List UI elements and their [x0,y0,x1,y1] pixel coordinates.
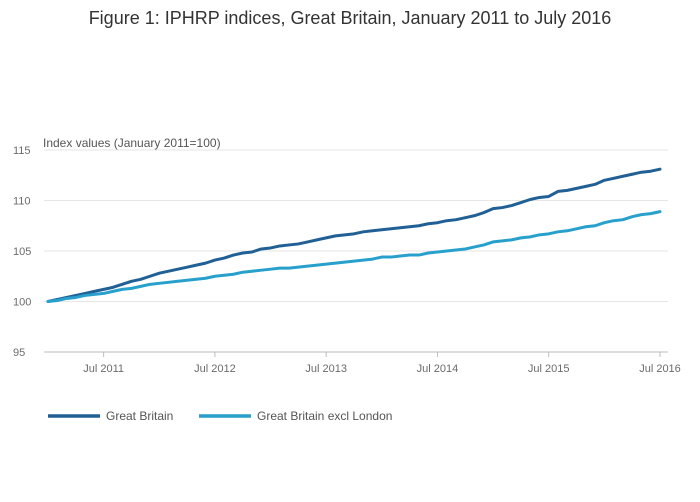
gridlines [44,149,668,353]
x-tick-label: Jul 2014 [417,363,459,375]
y-tick-label: 110 [13,196,31,208]
legend-label: Great Britain [106,409,173,423]
series-line-1 [46,167,662,303]
y-tick-label: 115 [13,145,31,157]
x-tick-label: Jul 2012 [194,363,236,375]
x-tick-label: Jul 2013 [305,363,347,375]
y-axis-label: Index values (January 2011=100) [43,136,221,150]
y-tick-label: 105 [13,246,31,258]
y-tick-label: 95 [13,347,25,359]
legend: Great Britain Great Britain excl London [48,409,392,423]
y-axis-ticks: 95 100 105 110 115 [13,145,31,359]
x-axis-ticks: Jul 2011 Jul 2012 Jul 2013 Jul 2014 Jul 2015… [83,352,681,375]
series-lines [46,167,662,303]
series-line-2 [46,210,662,303]
legend-label: Great Britain excl London [257,409,392,423]
x-tick-label: Jul 2016 [639,363,681,375]
chart-title: Figure 1: IPHRP indices, Great Britain, … [88,8,612,28]
x-tick-label: Jul 2011 [83,363,124,375]
y-tick-label: 100 [13,297,31,309]
x-tick-label: Jul 2015 [528,363,570,375]
